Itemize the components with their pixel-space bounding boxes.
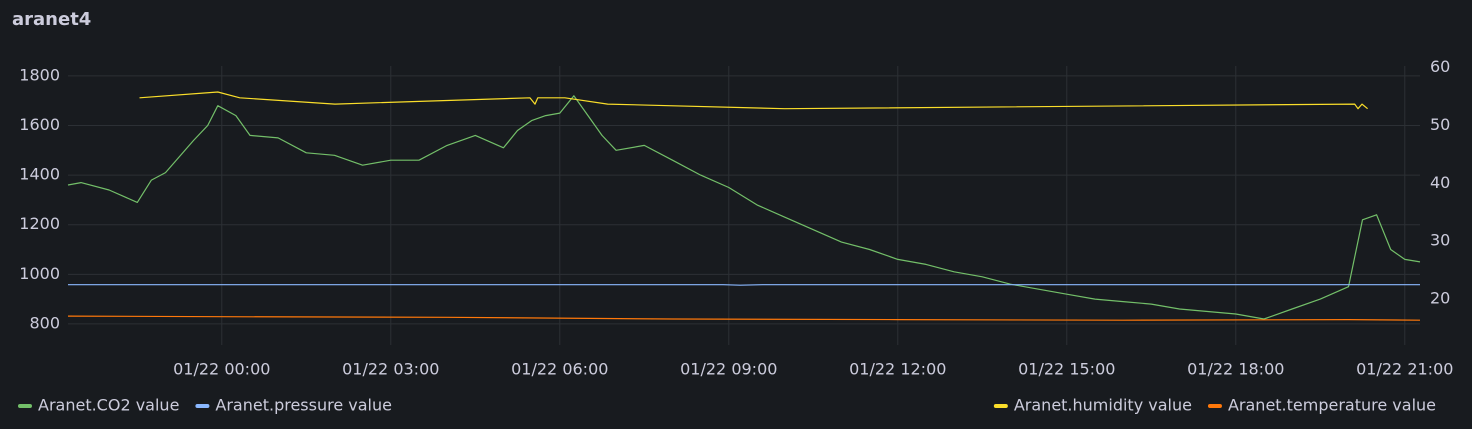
legend-item[interactable]: Aranet.temperature value (1207, 396, 1436, 415)
legend-swatch (195, 404, 210, 408)
y2-tick-label: 30 (1430, 231, 1450, 250)
y-tick-label: 1200 (19, 214, 60, 233)
legend-swatch (993, 404, 1008, 408)
x-tick-label: 01/22 09:00 (680, 360, 777, 379)
legend-swatch (1207, 404, 1222, 408)
y-tick-label: 1000 (19, 264, 60, 283)
x-tick-label: 01/22 18:00 (1187, 360, 1284, 379)
series-line (67, 315, 1421, 321)
y-tick-label: 1800 (19, 65, 60, 84)
series-line (68, 284, 1420, 286)
x-tick-label: 01/22 12:00 (849, 360, 946, 379)
x-tick-label: 01/22 00:00 (173, 360, 270, 379)
x-tick-label: 01/22 03:00 (342, 360, 439, 379)
y2-tick-label: 20 (1430, 288, 1450, 307)
legend-label: Aranet.pressure value (215, 396, 392, 415)
y-tick-label: 1400 (19, 165, 60, 184)
y2-tick-label: 50 (1430, 115, 1450, 134)
legend-item[interactable]: Aranet.humidity value (993, 396, 1192, 415)
legend-label: Aranet.temperature value (1228, 396, 1436, 415)
series-line (67, 95, 1421, 320)
y-tick-label: 1600 (19, 115, 60, 134)
legend-item[interactable]: Aranet.pressure value (195, 396, 392, 415)
x-tick-label: 01/22 15:00 (1018, 360, 1115, 379)
legend-label: Aranet.CO2 value (38, 396, 179, 415)
y2-tick-label: 40 (1430, 173, 1450, 192)
legend-swatch (18, 404, 32, 408)
y2-tick-label: 60 (1430, 57, 1450, 76)
x-tick-label: 01/22 21:00 (1356, 360, 1453, 379)
y-tick-label: 800 (29, 313, 60, 332)
legend-item[interactable]: Aranet.CO2 value (18, 396, 179, 415)
panel-title: aranet4 (12, 9, 91, 30)
x-tick-label: 01/22 06:00 (511, 360, 608, 379)
series-line (139, 91, 1368, 110)
legend-label: Aranet.humidity value (1014, 396, 1192, 415)
